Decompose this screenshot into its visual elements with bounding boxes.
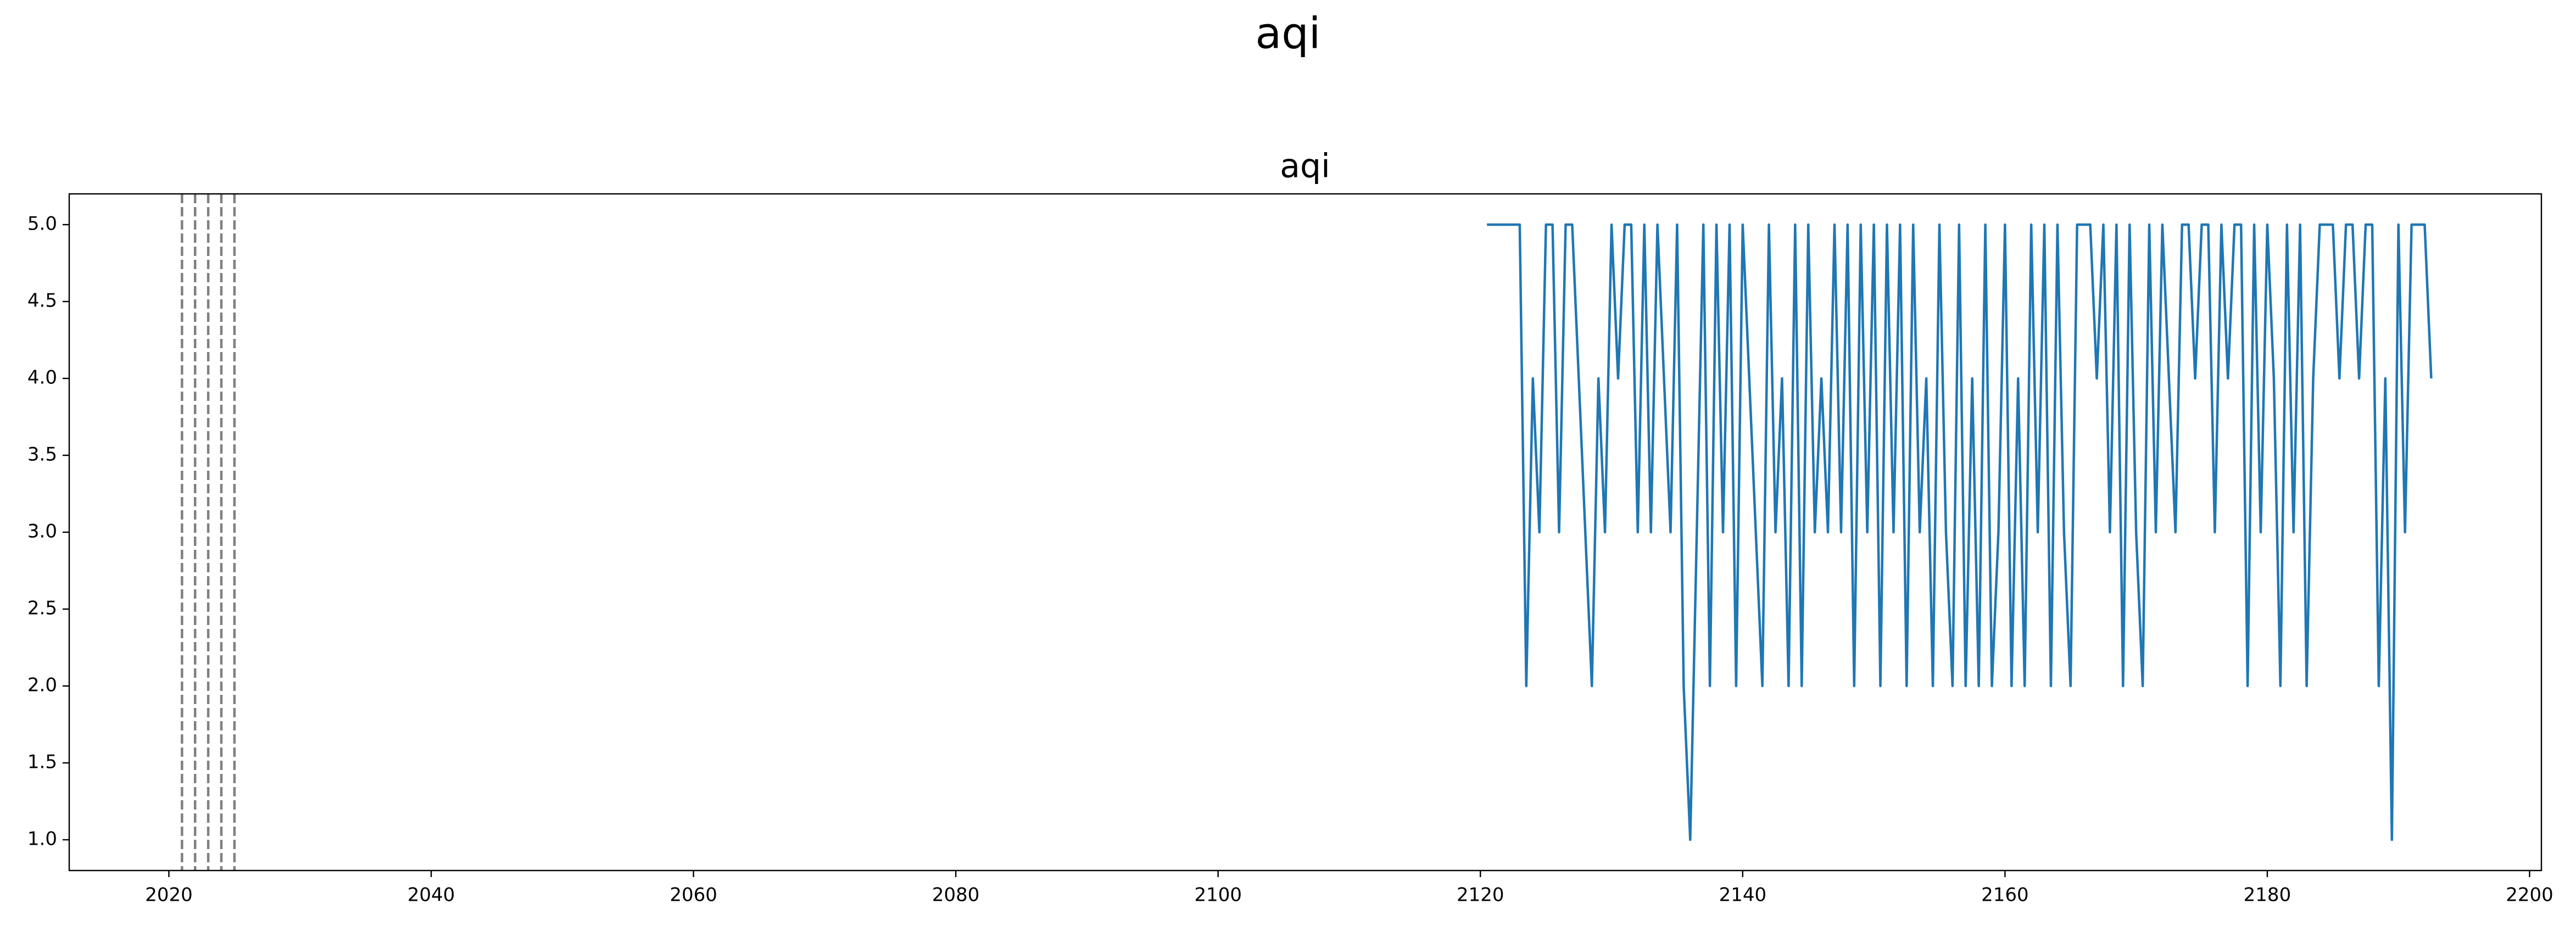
x-tick-label: 2160	[1981, 884, 2029, 906]
plot-frame	[68, 193, 2542, 872]
y-tick-label: 5.0	[27, 213, 57, 235]
x-tick-label: 2140	[1719, 884, 1767, 906]
x-tick-label: 2060	[670, 884, 717, 906]
suptitle: aqi	[1256, 9, 1321, 58]
y-tick-label: 1.5	[27, 751, 57, 773]
y-tick-label: 2.0	[27, 674, 57, 696]
x-tick-label: 2120	[1457, 884, 1504, 906]
y-tick-label: 4.0	[27, 367, 57, 389]
x-tick-label: 2020	[145, 884, 193, 906]
y-tick-label: 3.0	[27, 521, 57, 543]
y-tick-label: 4.5	[27, 290, 57, 312]
y-tick-label: 1.0	[27, 828, 57, 850]
y-tick-label: 2.5	[27, 598, 57, 620]
x-tick-label: 2040	[408, 884, 455, 906]
y-tick-label: 3.5	[27, 444, 57, 466]
data-line	[1487, 223, 2433, 841]
x-tick-label: 2200	[2506, 884, 2553, 906]
x-tick-label: 2180	[2244, 884, 2291, 906]
x-tick-label: 2100	[1194, 884, 1242, 906]
x-tick-label: 2080	[932, 884, 980, 906]
chart-title: aqi	[1280, 147, 1330, 186]
